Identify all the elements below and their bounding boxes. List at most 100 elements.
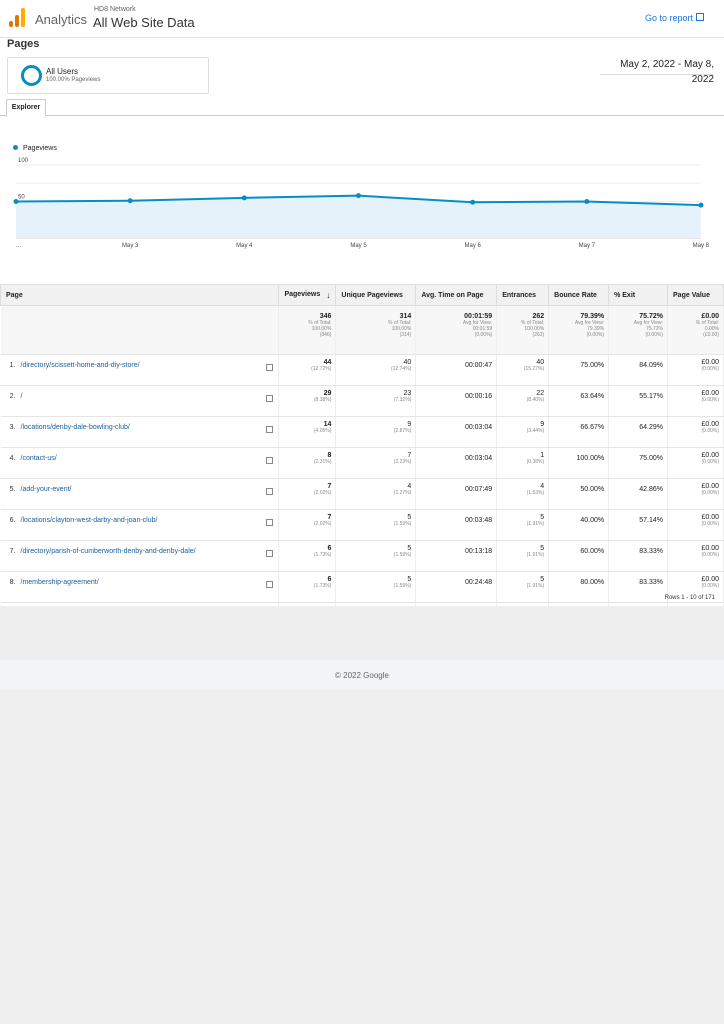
page-link[interactable]: /directory/scissett-home-and-diy-store/ [20,362,140,369]
summary-value: 314 [399,313,412,320]
bounce-rate-value: 40.00% [580,517,605,524]
property-name[interactable]: All Web Site Data [93,15,195,30]
entrances-value: 22 [536,390,545,397]
header-unique-pageviews[interactable]: Unique Pageviews [335,284,417,306]
unique-pageviews-value: 40 [403,359,412,366]
entrances-percent: (0.38%) [526,459,545,465]
pageviews-percent: (1.73%) [313,583,332,589]
legend-dot-icon [13,144,18,150]
pageviews-percent: (4.05%) [313,428,332,434]
avg-time-value: 00:03:04 [464,424,493,431]
arrow-down-icon: ↓ [326,290,331,300]
table-row: 7. /directory/parish-of-cumberworth-denby… [0,540,724,572]
avg-time-value: 00:00:47 [464,362,493,369]
page-value: £0.00 [701,390,719,397]
bounce-rate-value: 80.00% [580,579,605,586]
external-link-icon[interactable] [266,550,274,557]
pageviews-value: 14 [323,421,332,428]
summary-total: (£0.00) [703,332,719,338]
table-row: 4./contact-us/8 (2.31%) 7 (2.23%) 00:03:04 1(… [0,447,724,479]
bounce-rate-value: 50.00% [580,486,605,493]
external-link-icon[interactable] [266,457,274,464]
summary-total: (0.00%) [586,332,605,338]
row-number: 6. [9,517,16,524]
pageviews-percent: (2.02%) [313,521,332,527]
page-value-percent: (0.00%) [701,366,719,372]
external-link-icon[interactable] [266,364,274,371]
segment-subtitle: 100.00% Pageviews [46,77,101,83]
page-value-percent: (0.00%) [701,552,719,558]
entrances-percent: (8.40%) [526,397,545,403]
page-link[interactable]: /locations/clayton-west-darby-and-joan-c… [20,517,158,524]
entrances-percent: (15.27%) [523,366,545,372]
bounce-rate-value: 60.00% [580,548,605,555]
entrances-percent: (1.53%) [526,490,545,496]
exit-value: 84.09% [639,362,664,369]
summary-percent: 100.00% [524,326,545,332]
header-pageviews[interactable]: Pageviews ↓ [278,284,337,306]
row-number: 5. [9,486,16,493]
page-link[interactable]: / [20,393,23,400]
header-entrances[interactable]: Entrances [496,284,550,306]
page-value: £0.00 [701,576,719,583]
x-tick-label: May 7 [579,243,596,249]
pageviews-percent: (1.73%) [313,552,332,558]
bounce-rate-value: 100.00% [576,455,605,462]
go-to-report-link[interactable]: Go to report [645,13,704,23]
data-point [470,199,476,205]
entrances-value: 5 [540,545,545,552]
x-tick-label: May 5 [350,243,367,249]
exit-value: 83.33% [639,548,664,555]
exit-value: 64.29% [639,424,664,431]
page-value: £0.00 [701,483,719,490]
go-to-report-label: Go to report [644,13,693,23]
account-name: HD8 Network [94,6,136,13]
page-link[interactable]: /locations/denby-dale-bowling-club/ [20,424,130,431]
external-link-icon[interactable] [266,488,274,495]
unique-pageviews-percent: (2.87%) [393,428,412,434]
page-link[interactable]: /directory/parish-of-cumberworth-denby-a… [20,548,196,555]
header-bounce-rate[interactable]: Bounce Rate [548,284,610,306]
summary-value: 00:01:59 [464,313,493,320]
entrances-value: 9 [540,421,545,428]
page-link[interactable]: /add-your-event/ [20,486,72,493]
pageviews-percent: (2.31%) [313,459,332,465]
summary-value: 346 [319,313,332,320]
pageviews-percent: (8.38%) [313,397,332,403]
pageviews-chart: 100 50... May 3 May 4 May 5 May 6 May 7 May 8 [13,158,710,249]
table-row: 8./membership-agreement/6 (1.73%) 5 (1.59%)… [0,571,724,603]
page-link[interactable]: /membership-agreement/ [20,579,99,586]
header-exit[interactable]: % Exit [608,284,669,306]
page-link[interactable]: /contact-us/ [20,455,57,462]
row-number: 2. [9,393,16,400]
segment-card[interactable]: All Users 100.00% Pageviews [7,57,209,94]
pageviews-value: 7 [327,483,332,490]
row-number: 3. [9,424,16,431]
external-link-icon[interactable] [266,395,274,402]
summary-caption: % of Total: [388,320,412,326]
external-link-icon[interactable] [266,581,274,588]
tabs-divider [0,115,724,116]
page-title: Pages [7,38,40,50]
date-range-picker[interactable]: May 2, 2022 - May 8, 2022 [600,57,714,85]
header-page-value[interactable]: Page Value [667,284,724,306]
summary-total: (0.00%) [474,332,493,338]
summary-percent: 75.72% [646,326,664,332]
header-page[interactable]: Page [0,284,280,306]
summary-percent: 00:01:59 [472,326,493,332]
external-link-icon[interactable] [266,426,274,433]
table-row: 5./add-your-event/7 (2.02%) 4 (1.27%) 00:07:… [0,478,724,510]
x-tick-label: May 3 [122,243,139,249]
tab-explorer[interactable]: Explorer [6,99,46,117]
pageviews-value: 8 [327,452,332,459]
header-avg-time[interactable]: Avg. Time on Page [415,284,498,306]
unique-pageviews-percent: (1.59%) [393,521,412,527]
external-link-icon[interactable] [266,519,274,526]
entrances-percent: (1.91%) [526,521,545,527]
table-row: 1. /directory/scissett-home-and-diy-store… [0,354,724,386]
exit-value: 83.33% [639,579,664,586]
data-point [356,193,361,199]
app-name: Analytics [35,12,88,27]
unique-pageviews-value: 5 [407,576,412,583]
summary-caption: Avg for View: [462,320,493,326]
